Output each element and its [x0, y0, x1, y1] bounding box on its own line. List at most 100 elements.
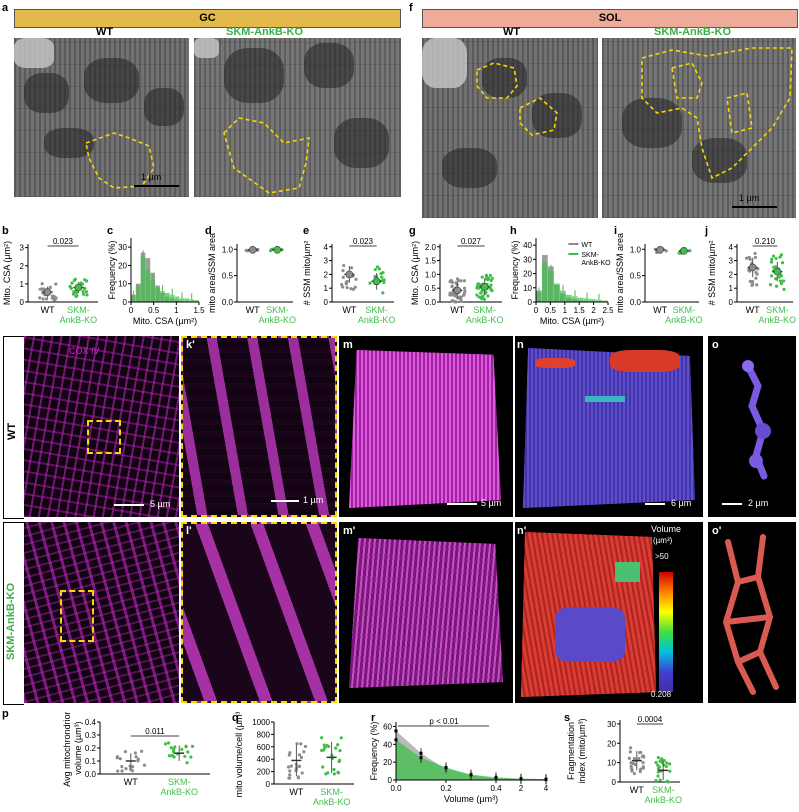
em-title-gc-ko: SKM-AnkB-KO — [226, 26, 303, 38]
x-label-wt: WT — [450, 305, 464, 315]
x-tick-label: 1.5 — [193, 306, 205, 315]
data-point — [664, 249, 668, 253]
data-point — [338, 749, 342, 753]
x-tick-label: 1.5 — [574, 306, 586, 315]
x-label-ko-1: SKM- — [365, 305, 388, 315]
data-point — [124, 767, 128, 771]
y-tick-label: 0.5 — [425, 284, 437, 293]
data-point — [341, 275, 345, 279]
data-point — [332, 772, 336, 776]
y-tick-label: 60 — [383, 722, 392, 731]
data-point — [289, 764, 294, 768]
chart-g: 0.0 0.5 1.0 1.5 2.0 WT SKM-AnkB-KO Mito. CSA (µ… — [410, 237, 503, 325]
x-label-ko-2: AnkB-KO — [644, 795, 682, 805]
data-point — [300, 771, 304, 775]
x-label-ko-1: SKM- — [168, 777, 191, 787]
y-axis-label: Mito. CSA (µm²) — [410, 241, 420, 305]
data-point — [351, 287, 355, 291]
histogram-bar — [602, 300, 608, 302]
panel-label-a: a — [2, 2, 9, 14]
data-point — [68, 284, 72, 289]
data-point — [299, 742, 303, 746]
data-point — [186, 750, 190, 754]
data-point — [769, 274, 774, 278]
histogram-bar — [590, 299, 596, 302]
em-title-gc-wt: WT — [96, 26, 114, 38]
legend-ko-1: SKM- — [581, 252, 599, 259]
data-point — [84, 290, 88, 294]
x-axis-label: Mito. CSA (µm²) — [540, 316, 604, 326]
data-point — [332, 767, 336, 772]
image-m-wt-3d: 5 µm — [339, 336, 513, 517]
data-point — [116, 769, 120, 773]
data-point — [74, 294, 78, 299]
data-point — [454, 281, 458, 285]
chart-s: 0 10 20 30 WT SKM-AnkB-KO Fragmentation index (… — [566, 715, 682, 805]
image-m2-ko-3d — [339, 522, 513, 703]
data-point — [338, 758, 342, 762]
x-tick-label: 0.5 — [148, 306, 160, 315]
x-tick-label: 4 — [544, 784, 549, 793]
data-point — [320, 748, 324, 753]
chart-e: 0 1 2 3 4 WT SKM-AnkB-KO # SSM mito/µm² 0.023 — [302, 237, 395, 325]
histogram-bar — [184, 298, 190, 302]
data-point — [632, 771, 637, 776]
data-point — [71, 292, 76, 296]
data-point — [494, 775, 498, 779]
data-point — [486, 294, 490, 298]
scale-k2: 1 µm — [303, 495, 324, 505]
data-point — [80, 282, 85, 286]
data-point — [453, 294, 457, 298]
data-point — [664, 764, 668, 769]
data-point — [287, 776, 291, 780]
data-point — [774, 265, 778, 269]
data-point — [668, 762, 672, 766]
panel-label-f: f — [409, 2, 413, 14]
data-point — [469, 773, 473, 777]
data-point — [688, 249, 692, 253]
data-point — [375, 265, 380, 269]
data-point — [74, 291, 79, 295]
data-point — [377, 267, 381, 271]
data-point — [633, 762, 637, 767]
x-label-ko-1: SKM- — [673, 305, 696, 315]
data-point — [81, 292, 86, 296]
data-point — [297, 753, 302, 757]
em-title-sol-ko: SKM-AnkB-KO — [654, 26, 731, 38]
y-tick-label: 1.0 — [222, 245, 234, 254]
histogram-bar — [174, 296, 180, 302]
chart-j: 0 1 2 3 4 WT SKM-AnkB-KO # SSM mito/µm² 0.210 — [707, 237, 796, 325]
y-axis-label: mito volume/cell (µm³) — [234, 712, 244, 797]
data-point — [83, 286, 87, 290]
data-point — [641, 754, 645, 758]
data-point — [342, 263, 346, 268]
data-point — [379, 272, 383, 276]
x-label-wt: WT — [342, 305, 356, 315]
panel-label-o2: o' — [712, 525, 722, 537]
panel-label-h: h — [510, 225, 517, 237]
colorbar-max: >50 — [655, 552, 669, 561]
y-axis-label: # SSM mito/µm² — [707, 241, 717, 306]
histogram-bar — [554, 283, 560, 302]
data-point — [322, 743, 326, 747]
y-tick-label: 0 — [528, 298, 533, 307]
y-tick-label: 3 — [324, 257, 329, 266]
data-point — [190, 744, 195, 748]
em-image-gc-ko — [194, 38, 401, 197]
y-axis-label: Frequency (%) — [369, 721, 379, 780]
x-label-wt: WT — [653, 305, 667, 315]
x-label-ko-1: SKM- — [473, 305, 496, 315]
chart-d: 0.0 0.5 1.0 WT SKM-AnkB-KO mito area/SSM area — [207, 233, 296, 325]
panel-label-e: e — [303, 225, 310, 237]
colorbar-unit: (µm³) — [653, 536, 673, 545]
x-label-wt: WT — [746, 305, 760, 315]
x-label-wt: WT — [41, 305, 55, 315]
y-tick-label: 0.5 — [630, 272, 642, 281]
data-point — [754, 270, 758, 275]
banner-sol: SOL — [422, 9, 798, 28]
data-point — [70, 281, 74, 285]
data-point — [774, 277, 778, 281]
data-point — [448, 280, 452, 284]
data-point — [778, 255, 782, 259]
y-tick-label: 1 — [20, 280, 25, 289]
